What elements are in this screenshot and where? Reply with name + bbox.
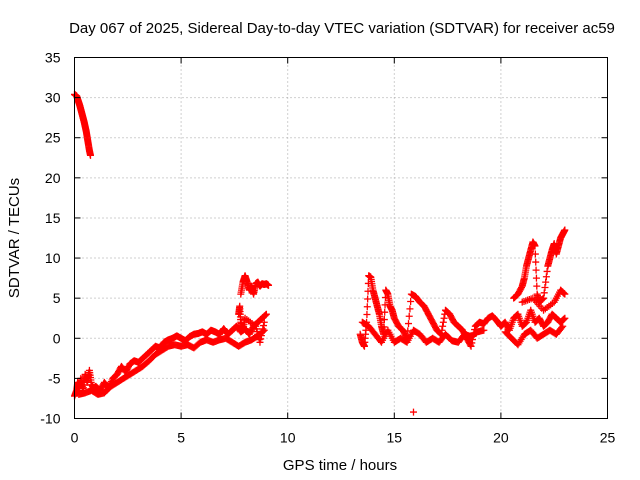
data-point xyxy=(258,328,266,336)
data-point xyxy=(364,295,372,303)
data-point xyxy=(257,335,265,343)
x-tick-labels: 0 5 10 15 20 25 xyxy=(71,430,616,446)
data-point xyxy=(380,323,388,331)
y-tick-label: 10 xyxy=(45,250,61,266)
data-point xyxy=(363,310,371,318)
y-tick-label: 5 xyxy=(53,290,61,306)
data-point xyxy=(381,301,389,309)
data-point xyxy=(438,326,446,334)
data-point xyxy=(404,327,412,335)
data-point xyxy=(542,273,550,281)
y-tick-label: 15 xyxy=(45,210,61,226)
data-point xyxy=(541,283,549,291)
y-tick-labels: -10 -5 0 5 10 15 20 25 30 35 xyxy=(40,50,60,427)
series-outlier xyxy=(409,408,417,416)
data-point xyxy=(381,308,389,316)
data-point xyxy=(480,326,488,334)
y-tick-label: -10 xyxy=(40,411,60,427)
x-axis-label: GPS time / hours xyxy=(283,457,397,474)
data-point xyxy=(256,338,264,346)
x-tick-label: 10 xyxy=(280,430,296,446)
data-point xyxy=(467,342,475,350)
data-point xyxy=(560,289,568,297)
data-point xyxy=(86,151,94,159)
data-point xyxy=(531,242,539,250)
y-tick-label: 30 xyxy=(45,90,61,106)
y-tick-label: 0 xyxy=(53,330,61,346)
data-point xyxy=(261,312,269,320)
grid xyxy=(74,57,608,419)
data-point xyxy=(540,289,548,297)
y-axis-label: SDTVAR / TECUs xyxy=(6,178,23,298)
data-point xyxy=(405,312,413,320)
axis-ticks xyxy=(74,57,608,419)
data-point xyxy=(532,274,540,282)
x-tick-label: 20 xyxy=(493,430,509,446)
data-point xyxy=(559,316,567,324)
data-point xyxy=(532,258,540,266)
data-point xyxy=(407,298,415,306)
y-tick-label: 25 xyxy=(45,130,61,146)
data-point xyxy=(380,316,388,324)
series-rising-arc-upper xyxy=(235,272,273,346)
x-tick-label: 25 xyxy=(600,430,616,446)
data-point xyxy=(561,314,569,322)
x-tick-label: 0 xyxy=(71,430,79,446)
data-point xyxy=(542,278,550,286)
series-afternoon-cluster-lower xyxy=(358,318,567,349)
data-point xyxy=(532,266,540,274)
plot-frame xyxy=(74,57,608,419)
data-point xyxy=(409,408,417,416)
data-point xyxy=(259,325,267,333)
y-tick-label: 35 xyxy=(45,50,61,66)
data-point xyxy=(533,282,541,290)
data-point xyxy=(440,314,448,322)
data-point xyxy=(559,322,567,330)
data-point xyxy=(260,322,268,330)
data-point xyxy=(262,311,270,319)
series-evening-rise xyxy=(510,226,569,314)
data-point xyxy=(561,290,569,298)
data-point xyxy=(257,332,265,340)
data-point xyxy=(406,305,414,313)
data-point xyxy=(539,295,547,303)
series-rising-arc xyxy=(71,310,270,400)
data-point xyxy=(561,226,569,234)
data-point xyxy=(559,289,567,297)
data-point xyxy=(439,322,447,330)
x-tick-label: 5 xyxy=(177,430,185,446)
data-point xyxy=(543,267,551,275)
data-point xyxy=(468,339,476,347)
data-point xyxy=(265,281,273,289)
data-point xyxy=(262,310,270,318)
data-points xyxy=(71,90,569,416)
data-point xyxy=(439,318,447,326)
data-point xyxy=(405,320,413,328)
data-point xyxy=(260,318,268,326)
data-point xyxy=(363,303,371,311)
data-point xyxy=(531,250,539,258)
chart-title: Day 067 of 2025, Sidereal Day-to-day VTE… xyxy=(69,20,615,37)
data-point xyxy=(538,296,546,304)
y-tick-label: 20 xyxy=(45,170,61,186)
data-point xyxy=(558,324,566,332)
data-point xyxy=(560,315,568,323)
x-tick-label: 15 xyxy=(387,430,403,446)
data-point xyxy=(540,294,548,302)
y-tick-label: -5 xyxy=(48,370,61,386)
